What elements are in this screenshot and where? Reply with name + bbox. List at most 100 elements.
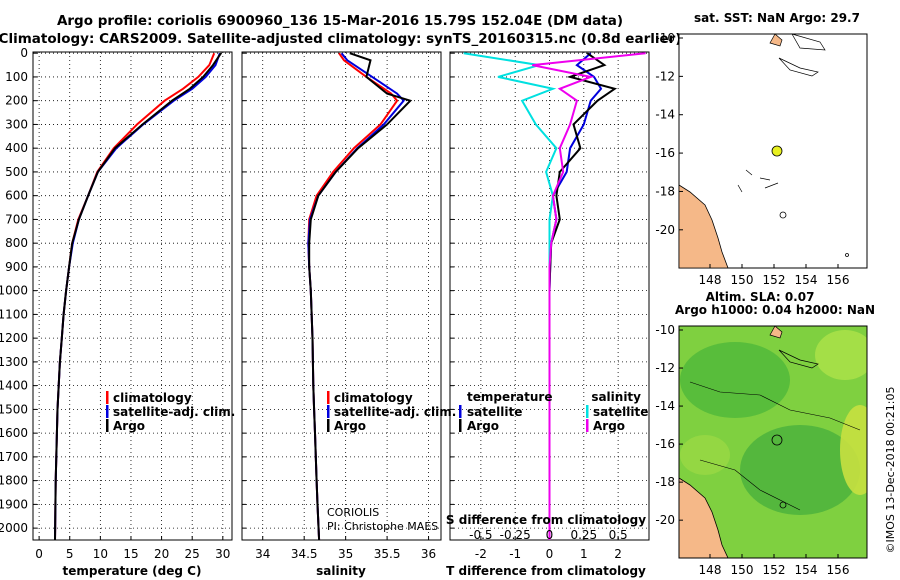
legend-label: satellite-adj. clim. (113, 405, 235, 419)
lon-tick-label: 156 (827, 563, 850, 577)
temperature-xlabel: temperature (deg C) (63, 564, 202, 578)
top-tick-label: 0 (546, 528, 554, 542)
legend-label: Argo (467, 419, 499, 433)
map-island-marker (779, 211, 787, 219)
depth-tick-label: 1100 (0, 307, 28, 321)
lon-tick-label: 154 (795, 273, 818, 287)
map-island-marker (845, 253, 849, 257)
legend-label: satellite (593, 405, 648, 419)
x-tick-label: 5 (66, 547, 74, 561)
lon-tick-label: 152 (763, 563, 786, 577)
depth-tick-label: 700 (5, 212, 28, 226)
sla-anomaly (815, 330, 867, 380)
legend-swatch-climatology (327, 391, 330, 404)
salinity-xlabel: salinity (316, 564, 366, 578)
legend-head-temperature: temperature (467, 390, 552, 404)
x-tick-label: 0 (35, 547, 43, 561)
x-tick-label: -2 (475, 547, 487, 561)
legend-label: Argo (113, 419, 145, 433)
x-tick-label: 36 (421, 547, 436, 561)
profile-curves (54, 52, 646, 541)
x-tick-label: 10 (93, 547, 108, 561)
legend-label: satellite (467, 405, 522, 419)
depth-tick-label: 500 (5, 165, 28, 179)
depth-tick-label: 1600 (0, 426, 28, 440)
top-tick-label: 0.25 (570, 528, 597, 542)
x-axes: 0 5 10 15 20 25 30 34 34.5 35 35.5 36 -2 -1 0 1 2 (35, 547, 622, 561)
x-tick-label: 0 (546, 547, 554, 561)
series-line (54, 52, 221, 541)
legend-head-salinity: salinity (591, 390, 641, 404)
series-line (54, 52, 222, 541)
depth-tick-label: 1700 (0, 450, 28, 464)
depth-tick-label: 0 (20, 46, 28, 60)
series-line (463, 52, 558, 540)
depth-axis: 0 100 200 300 400 500 600 700 800 900 1000 1100 1200… (0, 46, 28, 535)
lon-tick-label: 148 (699, 273, 722, 287)
bathymetry-contour (689, 381, 861, 511)
title-line2: Climatology: CARS2009. Satellite-adjuste… (0, 31, 681, 47)
title-line1: Argo profile: coriolis 6900960_136 15-Ma… (57, 13, 623, 29)
map-island-marker (779, 501, 787, 509)
png-land (769, 326, 783, 339)
lat-tick-label: -10 (655, 323, 675, 337)
argo-float-marker (771, 145, 783, 157)
series-line (307, 52, 406, 541)
credit-institution: CORIOLIS (327, 506, 379, 519)
lon-tick-label: 156 (827, 273, 850, 287)
lat-tick-label: -12 (655, 69, 675, 83)
depth-tick-label: 300 (5, 117, 28, 131)
depth-tick-label: 1800 (0, 474, 28, 488)
sla-anomaly (680, 435, 730, 475)
sla-anomaly (840, 405, 867, 495)
islands-outline (778, 57, 819, 77)
legend-swatch-climatology (106, 391, 109, 404)
salinity-legend: climatology satellite-adj. clim. Argo CO… (327, 391, 456, 533)
legend-swatch-argo (327, 419, 330, 432)
x-tick-label: 34 (255, 547, 270, 561)
lat-tick-label: -20 (655, 223, 675, 237)
lon-tick-label: 152 (763, 273, 786, 287)
depth-tick-label: 600 (5, 189, 28, 203)
lat-tick-label: -18 (655, 475, 675, 489)
argo-float-marker (771, 434, 783, 446)
legend-swatch-t-satellite (459, 405, 462, 418)
depth-tick-label: 1500 (0, 402, 28, 416)
depth-tick-label: 2000 (0, 521, 28, 535)
series-line (532, 52, 646, 540)
x-tick-label: 1 (580, 547, 588, 561)
depth-tick-label: 100 (5, 70, 28, 84)
lon-tick-label: 154 (795, 563, 818, 577)
series-line (548, 52, 603, 540)
reef-islands (737, 169, 779, 193)
sst-map-title: sat. SST: NaN Argo: 29.7 (694, 11, 860, 25)
lat-tick-label: -16 (655, 146, 675, 160)
x-tick-label: 25 (185, 547, 200, 561)
difference-legend: temperature salinity satellite Argo sate… (446, 390, 648, 542)
footer-stamp: ©IMOS 13-Dec-2018 00:21:05 (884, 387, 897, 554)
legend-swatch-satellite (327, 405, 330, 418)
x-tick-label: -1 (509, 547, 521, 561)
lat-tick-label: -20 (655, 513, 675, 527)
legend-swatch-argo (106, 419, 109, 432)
x-tick-label: 34.5 (291, 547, 318, 561)
depth-tick-label: 400 (5, 141, 28, 155)
depth-tick-label: 1300 (0, 355, 28, 369)
top-tick-label: 0.5 (609, 528, 628, 542)
series-line (54, 52, 216, 541)
depth-tick-label: 1900 (0, 497, 28, 511)
sst-map: -10 -12 -14 -16 -18 -20 148 150 152 154 156 (655, 31, 868, 287)
depth-tick-label: 1200 (0, 331, 28, 345)
sla-map-title1: Altim. SLA: 0.07 (706, 290, 815, 304)
lat-tick-label: -10 (655, 31, 675, 45)
credit-pi: PI: Christophe MAES (327, 520, 438, 533)
x-tick-label: 35 (338, 547, 353, 561)
lat-tick-label: -12 (655, 361, 675, 375)
legend-swatch-t-argo (459, 419, 462, 432)
sla-map: -10 -12 -14 -16 -18 -20 148 150 152 154 156 (655, 323, 868, 577)
sla-map-title2: Argo h1000: 0.04 h2000: NaN (675, 303, 875, 317)
islands-outline (778, 349, 819, 369)
australia-land (679, 477, 729, 558)
depth-tick-label: 900 (5, 260, 28, 274)
